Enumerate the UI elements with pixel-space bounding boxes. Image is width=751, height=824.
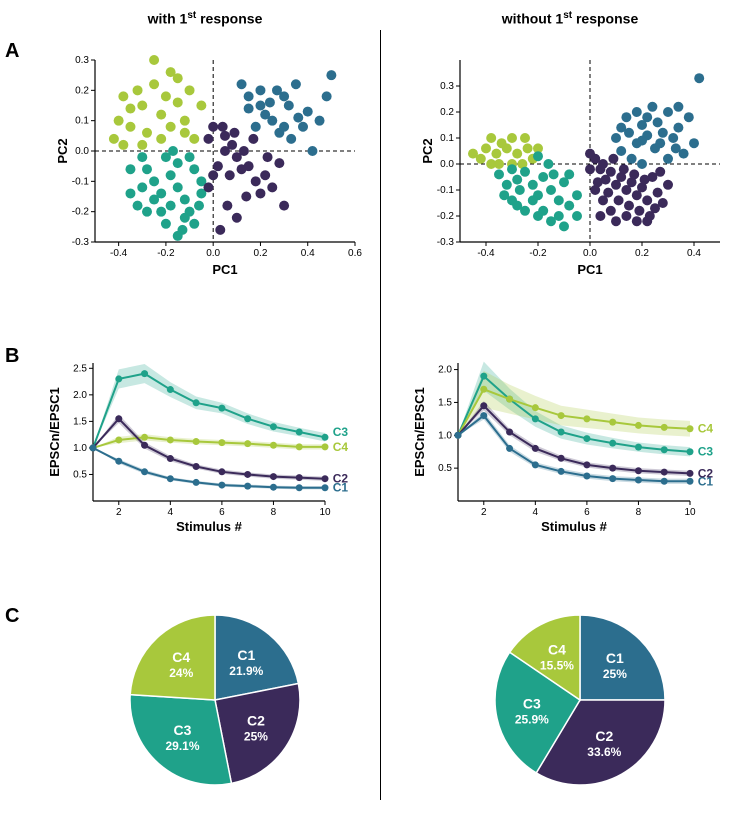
svg-text:2: 2 (481, 507, 487, 518)
svg-text:1.0: 1.0 (438, 430, 452, 441)
svg-text:0.4: 0.4 (301, 248, 315, 259)
svg-text:-0.2: -0.2 (157, 248, 175, 259)
pie-C-right: C125% C233.6% C325.9% C415.5% (485, 605, 675, 795)
svg-text:0.2: 0.2 (254, 248, 268, 259)
svg-text:PC1: PC1 (212, 262, 237, 277)
svg-text:1.0: 1.0 (73, 443, 87, 454)
svg-text:C4: C4 (172, 649, 190, 665)
svg-text:PC1: PC1 (577, 262, 602, 277)
svg-text:0.1: 0.1 (440, 133, 454, 144)
cluster-label-c3: C3 (333, 425, 349, 439)
svg-text:25%: 25% (244, 729, 268, 743)
panel-letter-B: B (5, 345, 19, 368)
svg-text:-0.1: -0.1 (437, 185, 455, 196)
cluster-label-c4: C4 (698, 422, 714, 436)
svg-text:EPSCn/EPSC1: EPSCn/EPSC1 (47, 387, 62, 477)
cluster-label-c3: C3 (698, 445, 714, 459)
svg-text:0.6: 0.6 (348, 248, 362, 259)
svg-text:EPSCn/EPSC1: EPSCn/EPSC1 (412, 387, 427, 477)
svg-text:0.2: 0.2 (440, 107, 454, 118)
svg-text:2: 2 (116, 507, 122, 518)
svg-text:6: 6 (219, 507, 225, 518)
svg-text:8: 8 (636, 507, 642, 518)
svg-text:21.9%: 21.9% (229, 664, 263, 678)
col-title-right: without 1st response (420, 10, 720, 27)
svg-text:C1: C1 (606, 650, 624, 666)
svg-text:2.5: 2.5 (73, 363, 87, 374)
svg-text:0.1: 0.1 (75, 116, 89, 127)
svg-text:25%: 25% (603, 667, 627, 681)
lines-B-left: 2 4 6 8 10 0.5 1.0 1.5 2.0 2.5 Stimulus # EPSCn/EPS… (45, 355, 365, 535)
svg-text:0.2: 0.2 (635, 248, 649, 259)
svg-text:C4: C4 (548, 641, 566, 657)
svg-text:33.6%: 33.6% (587, 745, 621, 759)
svg-text:2.0: 2.0 (438, 365, 452, 376)
svg-text:0.5: 0.5 (438, 463, 452, 474)
col-title-left: with 1st response (55, 10, 355, 27)
svg-text:8: 8 (271, 507, 277, 518)
svg-text:0.2: 0.2 (75, 85, 89, 96)
svg-text:1.5: 1.5 (438, 397, 452, 408)
svg-text:-0.4: -0.4 (110, 248, 128, 259)
svg-text:0.3: 0.3 (75, 55, 89, 66)
svg-text:4: 4 (168, 507, 174, 518)
svg-text:-0.2: -0.2 (529, 248, 547, 259)
svg-text:0.4: 0.4 (687, 248, 701, 259)
svg-text:4: 4 (533, 507, 539, 518)
scatter-A-left: -0.4 -0.2 0.0 0.2 0.4 0.6 -0.3 -0.2 -0.1 0.0 0.1 0.… (55, 50, 365, 280)
svg-text:0.3: 0.3 (440, 81, 454, 92)
svg-text:25.9%: 25.9% (515, 713, 549, 727)
cluster-label-c2: C2 (698, 466, 714, 480)
svg-text:Stimulus #: Stimulus # (541, 519, 608, 534)
svg-text:24%: 24% (169, 666, 193, 680)
svg-text:C2: C2 (247, 712, 265, 728)
svg-text:0.0: 0.0 (583, 248, 597, 259)
svg-text:-0.2: -0.2 (72, 207, 90, 218)
svg-text:PC2: PC2 (420, 138, 435, 163)
svg-text:C1: C1 (237, 647, 255, 663)
cluster-label-c4: C4 (333, 440, 349, 454)
svg-text:0.5: 0.5 (73, 469, 87, 480)
svg-text:0.0: 0.0 (75, 146, 89, 157)
svg-text:1.5: 1.5 (73, 416, 87, 427)
panel-letter-C: C (5, 605, 19, 628)
svg-text:C3: C3 (174, 722, 192, 738)
lines-B-right: 2 4 6 8 10 0.5 1.0 1.5 2.0 Stimulus # EPSCn/EPSC1 C… (410, 355, 730, 535)
svg-text:-0.3: -0.3 (72, 237, 90, 248)
svg-text:C3: C3 (523, 696, 541, 712)
scatter-A-right: -0.4 -0.2 0.0 0.2 0.4 -0.3 -0.2 -0.1 0.0 0.1 0.2 0.… (420, 50, 730, 280)
panel-letter-A: A (5, 40, 19, 63)
svg-text:PC2: PC2 (55, 138, 70, 163)
svg-text:-0.3: -0.3 (437, 237, 455, 248)
svg-text:-0.2: -0.2 (437, 211, 455, 222)
cluster-label-c2: C2 (333, 472, 349, 486)
column-divider (380, 30, 381, 800)
svg-text:2.0: 2.0 (73, 390, 87, 401)
svg-text:Stimulus #: Stimulus # (176, 519, 243, 534)
svg-text:C2: C2 (595, 728, 613, 744)
svg-text:6: 6 (584, 507, 590, 518)
svg-text:0.0: 0.0 (440, 159, 454, 170)
svg-text:-0.1: -0.1 (72, 176, 90, 187)
svg-text:15.5%: 15.5% (540, 658, 574, 672)
svg-text:-0.4: -0.4 (477, 248, 495, 259)
svg-text:10: 10 (684, 507, 696, 518)
pie-C-left: C121.9% C225% C329.1% C424% (120, 605, 310, 795)
svg-text:29.1%: 29.1% (165, 739, 199, 753)
svg-text:10: 10 (319, 507, 331, 518)
svg-text:0.0: 0.0 (206, 248, 220, 259)
